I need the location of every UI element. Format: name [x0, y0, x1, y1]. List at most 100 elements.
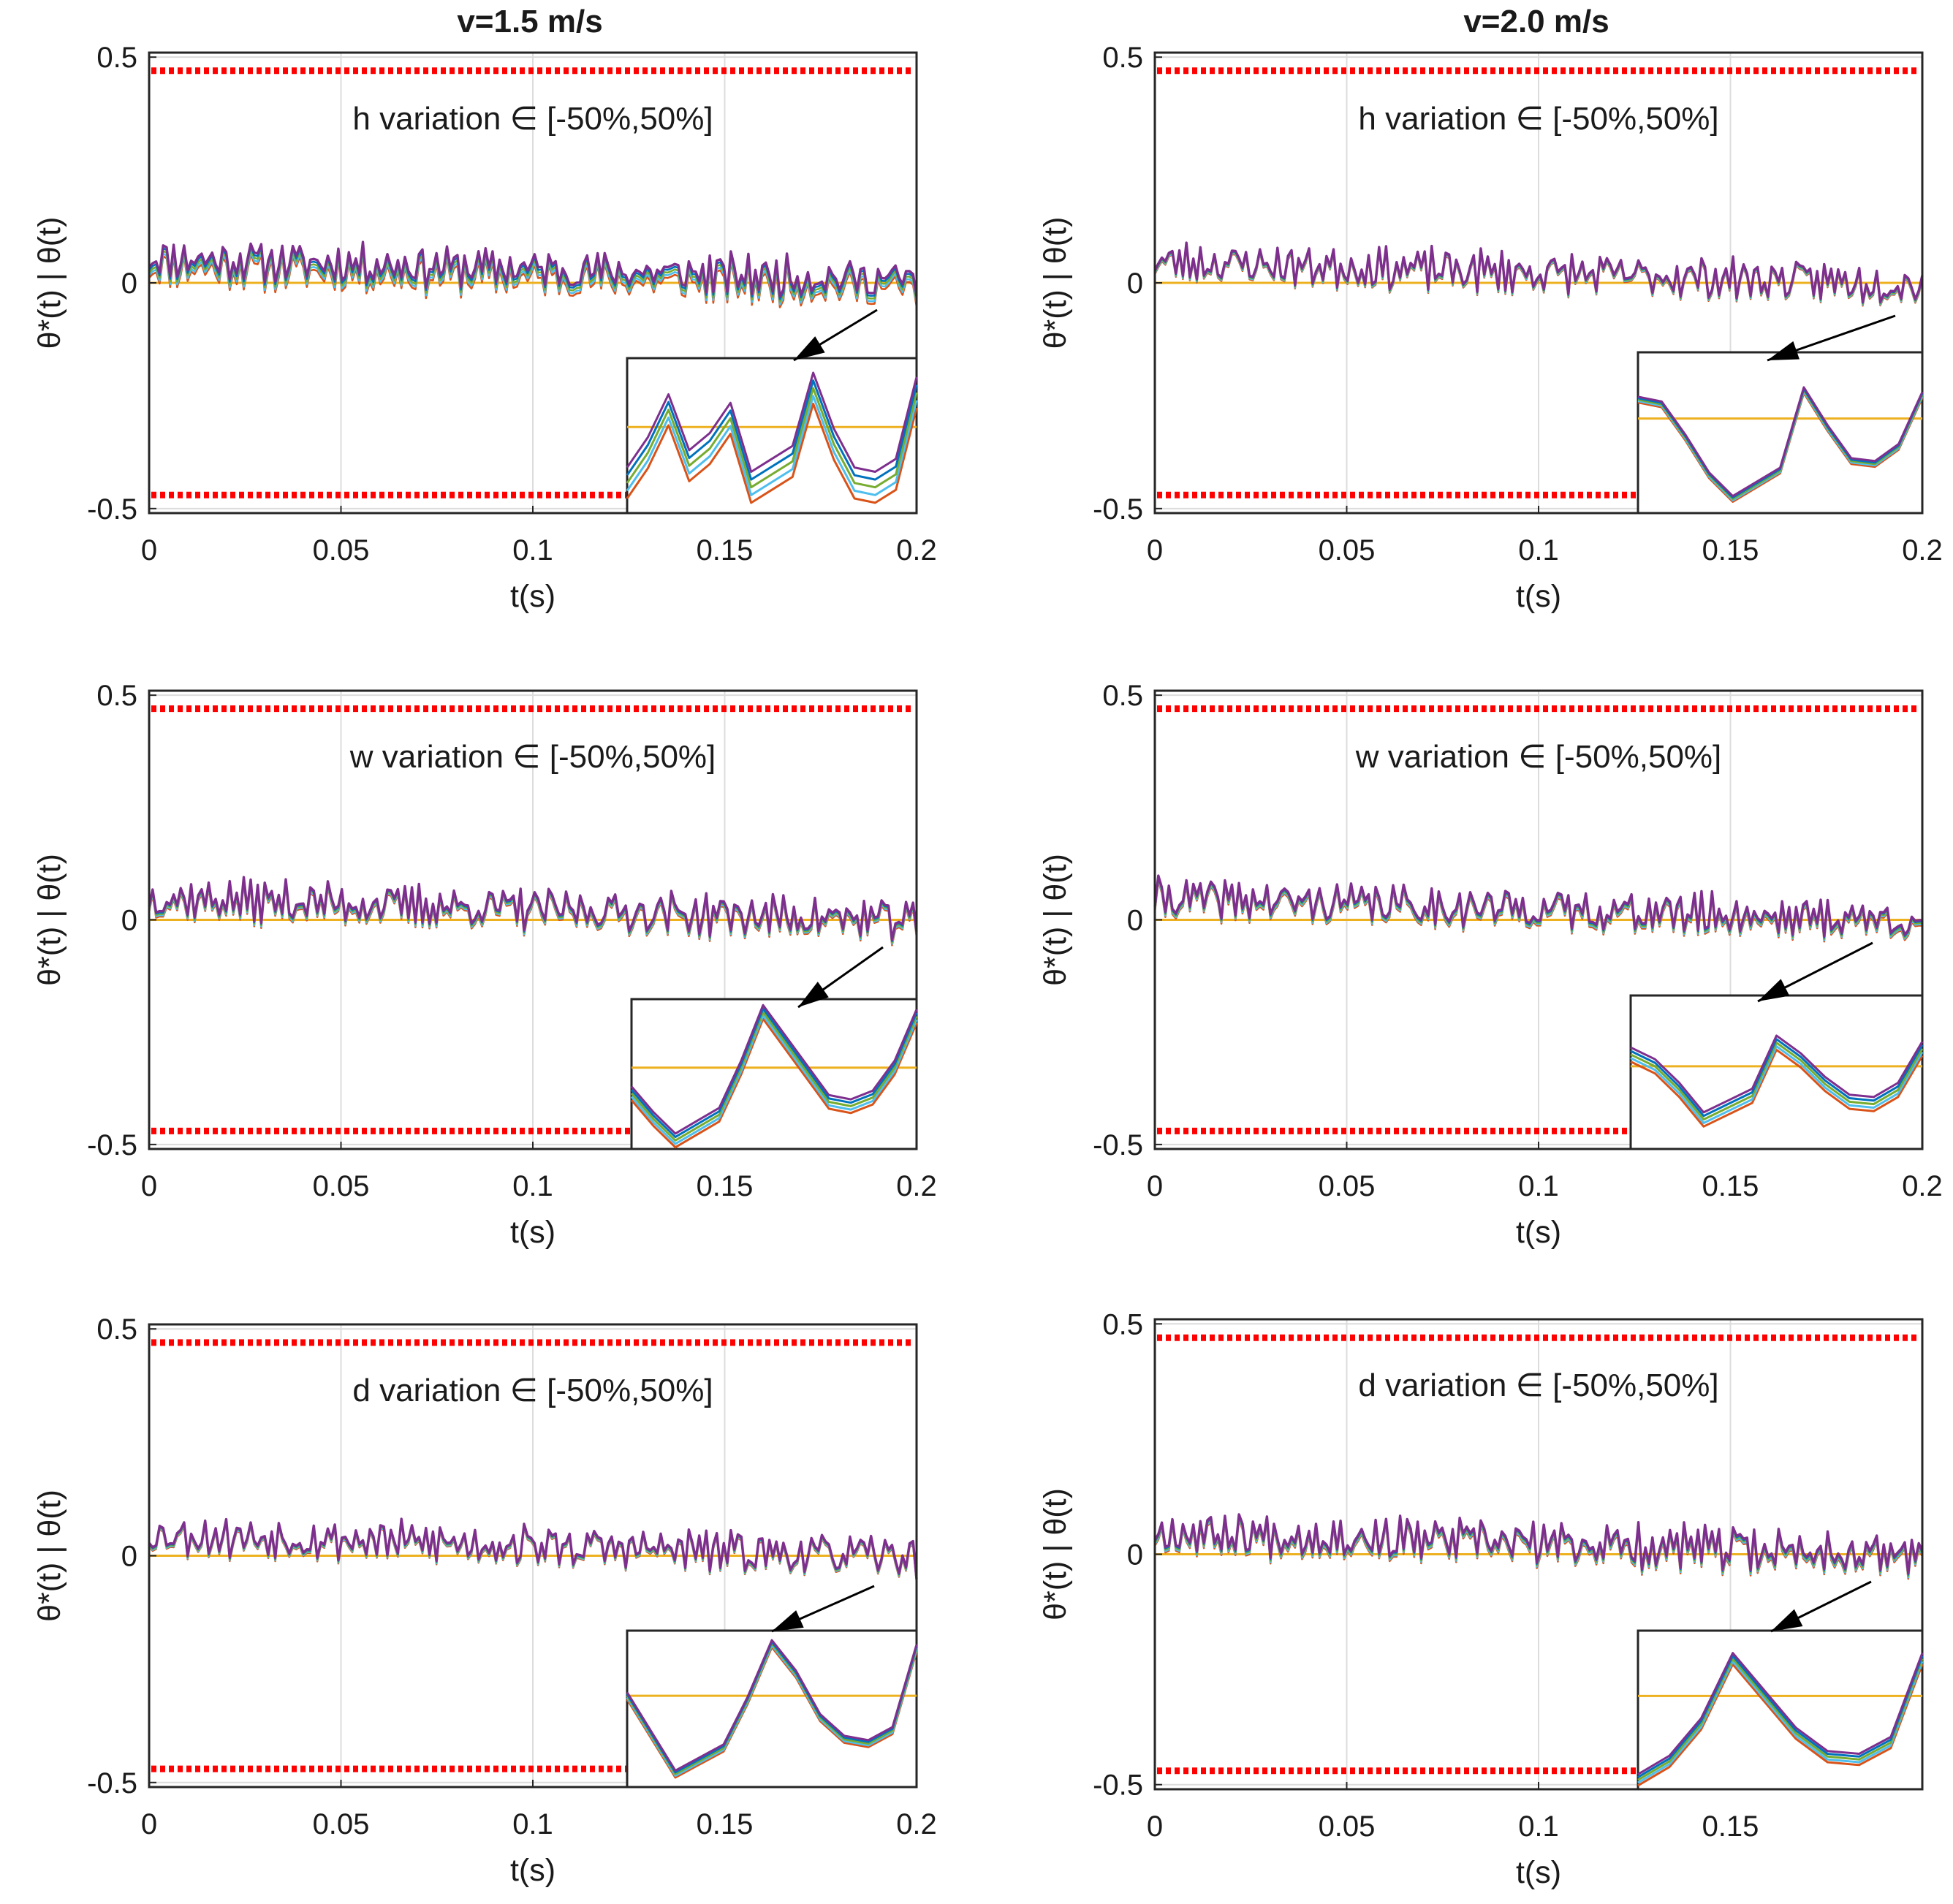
- y-tick-label: 0: [121, 905, 137, 937]
- y-axis-label: θ*(t) | θ(t): [1038, 854, 1073, 986]
- x-tick-label: 0: [141, 534, 157, 566]
- x-tick-label: 0.2: [1902, 1170, 1943, 1202]
- variation-annotation: w variation ∈ [-50%,50%]: [349, 739, 716, 775]
- column-title-left: v=1.5 m/s: [457, 4, 602, 39]
- x-tick-label: 0.1: [1518, 1170, 1559, 1202]
- zoom-arrowhead: [798, 982, 829, 1007]
- inset-series-line-3: [630, 1011, 918, 1142]
- y-tick-label: 0.5: [96, 1313, 137, 1346]
- zoom-inset: [626, 1629, 918, 1789]
- subplot-v2.0-h: h variation ∈ [-50%,50%] 0 0.05 0.1 0.15 0.2 -…: [1038, 42, 1943, 614]
- x-tick-label: 0: [141, 1170, 157, 1202]
- x-tick-label: 0.15: [697, 1808, 754, 1840]
- inset-series-line-4: [630, 1007, 918, 1139]
- x-axis-label: t(s): [510, 1853, 555, 1888]
- inset-box: [1629, 994, 1924, 1150]
- inset-series-line-5: [626, 371, 918, 473]
- y-tick-label: -0.5: [1093, 1770, 1143, 1802]
- variation-annotation: w variation ∈ [-50%,50%]: [1355, 739, 1722, 775]
- inset-series-line-3: [1630, 1042, 1924, 1121]
- x-tick-label: 0: [1147, 1170, 1163, 1202]
- inset-series-line-5: [630, 1004, 918, 1135]
- series-line-5: [148, 876, 918, 941]
- x-tick-label: 0.1: [1518, 1810, 1559, 1843]
- y-tick-label: 0.5: [1102, 1308, 1143, 1340]
- y-tick-label: -0.5: [1093, 1129, 1143, 1161]
- zoom-inset: [1629, 994, 1924, 1150]
- x-tick-label: 0: [1147, 1810, 1163, 1843]
- zoom-inset: [630, 998, 918, 1150]
- variation-annotation: h variation ∈ [-50%,50%]: [352, 101, 713, 137]
- series-line-5: [1153, 874, 1923, 938]
- x-tick-label: 0.1: [512, 534, 553, 566]
- inset-series-line-1: [1630, 1048, 1924, 1128]
- inset-series-line-2: [626, 395, 918, 496]
- subplot-v2.0-w: w variation ∈ [-50%,50%] 0 0.05 0.1 0.15 0.2 -…: [1038, 680, 1943, 1250]
- x-tick-label: 0.05: [313, 534, 370, 566]
- x-axis-label: t(s): [510, 1215, 555, 1250]
- y-tick-label: 0: [1127, 268, 1143, 300]
- x-axis-label: t(s): [1516, 1855, 1561, 1890]
- inset-series-line-2: [1630, 1045, 1924, 1124]
- x-tick-label: 0.1: [512, 1808, 553, 1840]
- x-tick-label: 0.05: [1319, 534, 1376, 566]
- y-tick-label: 0.5: [1102, 680, 1143, 712]
- y-tick-label: 0.5: [1102, 42, 1143, 74]
- y-tick-label: 0: [1127, 1539, 1143, 1571]
- inset-series-line-2: [630, 1014, 918, 1145]
- inset-series-line-5: [1637, 386, 1924, 498]
- inset-series-line-4: [1637, 1655, 1924, 1778]
- inset-series-line-4: [626, 379, 918, 481]
- y-axis-label: θ*(t) | θ(t): [32, 854, 67, 986]
- zoom-arrowhead: [772, 1610, 804, 1631]
- y-tick-label: -0.5: [1093, 493, 1143, 526]
- y-tick-label: -0.5: [87, 1767, 137, 1799]
- subplot-v1.5-w: w variation ∈ [-50%,50%] 0 0.05 0.1 0.15 0.2 -…: [32, 680, 937, 1250]
- inset-series-line-3: [626, 387, 918, 489]
- y-tick-label: -0.5: [87, 493, 137, 526]
- y-tick-label: 0.5: [96, 680, 137, 712]
- x-tick-label: 0.15: [1702, 534, 1759, 566]
- series-line-5: [1153, 241, 1924, 303]
- subplot-v1.5-h: h variation ∈ [-50%,50%] 0 0.05 0.1 0.15 0.2 -…: [32, 42, 937, 614]
- zoom-arrowhead: [1767, 341, 1800, 360]
- y-tick-label: 0: [1127, 905, 1143, 937]
- subplot-grid: h variation ∈ [-50%,50%] 0 0.05 0.1 0.15 0.2 -…: [32, 42, 1943, 1890]
- x-tick-label: 0: [1147, 534, 1163, 566]
- inset-series-line-5: [1630, 1034, 1924, 1114]
- inset-series-line-1: [626, 402, 918, 504]
- series-line-5: [148, 240, 918, 298]
- y-tick-label: 0.5: [96, 42, 137, 74]
- x-tick-label: 0.05: [313, 1170, 370, 1202]
- inset-series-line-1: [1637, 1663, 1924, 1787]
- x-tick-label: 0.2: [896, 1808, 937, 1840]
- subplot-v2.0-d: d variation ∈ [-50%,50%] 0 0.05 0.1 0.15 -0.5…: [1038, 1308, 1924, 1890]
- x-tick-label: 0.1: [1518, 534, 1559, 566]
- subplot-v1.5-d: d variation ∈ [-50%,50%] 0 0.05 0.1 0.15 0.2 -…: [32, 1313, 937, 1888]
- x-tick-label: 0.15: [1702, 1810, 1759, 1843]
- y-tick-label: 0: [121, 1541, 137, 1573]
- y-axis-label: θ*(t) | θ(t): [32, 217, 67, 349]
- zoom-arrowhead: [794, 336, 825, 360]
- x-axis-label: t(s): [1516, 1215, 1561, 1250]
- inset-series-line-2: [1637, 1660, 1924, 1784]
- zoom-inset: [1637, 1629, 1924, 1791]
- x-tick-label: 0.05: [313, 1808, 370, 1840]
- zoom-inset: [626, 357, 918, 515]
- x-tick-label: 0.2: [1902, 534, 1943, 566]
- inset-box: [1637, 351, 1924, 515]
- x-tick-label: 0: [141, 1808, 157, 1840]
- x-tick-label: 0.15: [697, 534, 754, 566]
- series-line-5: [148, 1517, 918, 1579]
- zoom-arrowhead: [1771, 1609, 1803, 1631]
- series-line-5: [1153, 1513, 1924, 1575]
- y-axis-label: θ*(t) | θ(t): [32, 1490, 67, 1622]
- inset-series-line-5: [626, 1639, 918, 1772]
- inset-box: [626, 1629, 918, 1789]
- variation-annotation: h variation ∈ [-50%,50%]: [1358, 101, 1718, 137]
- column-title-right: v=2.0 m/s: [1463, 4, 1609, 39]
- x-tick-label: 0.2: [896, 1170, 937, 1202]
- x-axis-label: t(s): [510, 579, 555, 614]
- x-tick-label: 0.05: [1319, 1170, 1376, 1202]
- variation-annotation: d variation ∈ [-50%,50%]: [352, 1373, 713, 1408]
